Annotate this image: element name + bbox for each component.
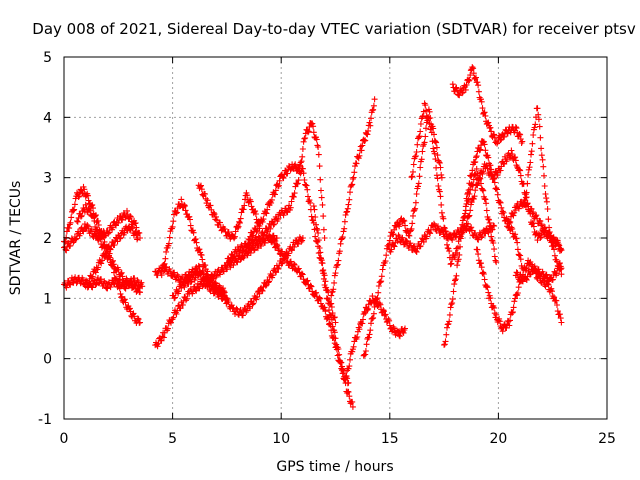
y-tick-label: 5 [43, 50, 52, 66]
series-track-5 [82, 223, 141, 290]
series-track-26 [512, 263, 565, 285]
series-points [195, 182, 263, 242]
series-points [360, 106, 445, 359]
x-tick-label: 25 [598, 431, 616, 447]
series-track-19 [408, 100, 500, 268]
axis-ticks: 0 5 10 15 20 25 -1 0 1 2 3 4 5 [38, 50, 616, 447]
x-axis-label: GPS time / hours [276, 459, 393, 475]
series-points [82, 223, 141, 290]
data-points [61, 64, 565, 410]
series-points [408, 100, 500, 268]
y-tick-label: -1 [38, 412, 52, 428]
x-tick-label: 5 [168, 431, 177, 447]
series-points [504, 196, 565, 254]
y-tick-label: 0 [43, 352, 52, 368]
series-points [310, 203, 356, 410]
x-tick-label: 10 [272, 431, 290, 447]
series-track-10 [195, 182, 263, 242]
x-tick-label: 20 [489, 431, 507, 447]
y-tick-label: 1 [43, 291, 52, 307]
y-tick-label: 3 [43, 171, 52, 187]
series-points [512, 263, 565, 285]
series-track-13 [267, 234, 352, 387]
series-track-15 [328, 96, 378, 299]
x-tick-label: 15 [381, 431, 399, 447]
series-track-21 [449, 64, 526, 147]
y-axis-label: SDTVAR / TECUs [8, 181, 24, 296]
series-track-9 [169, 234, 306, 319]
series-track-17 [360, 106, 445, 359]
series-track-25 [504, 196, 565, 254]
series-points [449, 64, 526, 147]
series-points [343, 293, 408, 380]
series-points [328, 96, 378, 299]
series-track-14 [310, 203, 356, 410]
y-tick-label: 2 [43, 231, 52, 247]
series-track-16 [343, 293, 408, 380]
grid [64, 57, 607, 419]
x-tick-label: 0 [60, 431, 69, 447]
chart-title: Day 008 of 2021, Sidereal Day-to-day VTE… [32, 20, 636, 38]
series-points [267, 234, 352, 387]
y-tick-label: 4 [43, 110, 52, 126]
series-points [169, 234, 306, 319]
